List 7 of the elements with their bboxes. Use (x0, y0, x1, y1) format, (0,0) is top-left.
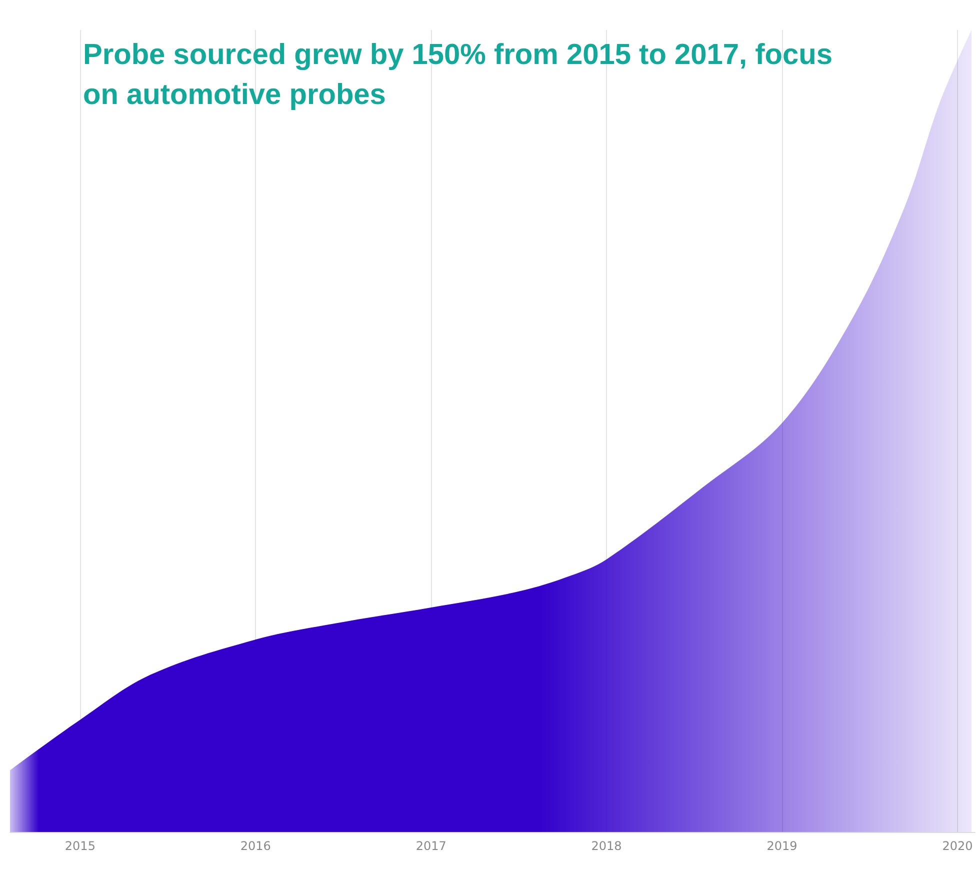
x-tick-label: 2019 (766, 839, 798, 853)
x-tick-label: 2015 (64, 839, 96, 853)
x-tick-label: 2020 (942, 839, 973, 853)
x-tick-label: 2016 (240, 839, 271, 853)
x-tick-label: 2018 (591, 839, 622, 853)
x-tick-label: 2017 (416, 839, 446, 853)
text: Probe sourced grew by 150% from 2015 to 2017, focus on automotive probes (83, 39, 841, 111)
